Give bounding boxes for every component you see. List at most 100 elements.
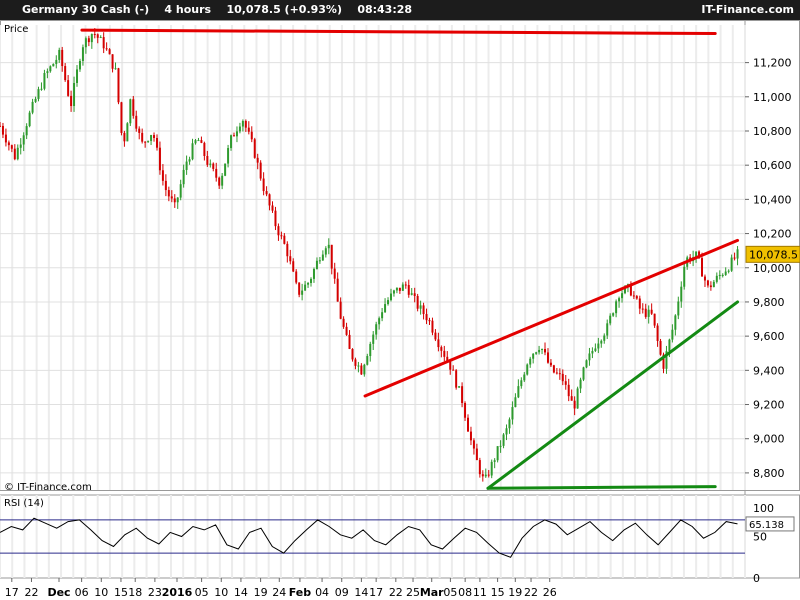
candle-body bbox=[437, 339, 440, 348]
x-tick-label: 04 bbox=[315, 586, 329, 599]
x-tick-label: 06 bbox=[75, 586, 89, 599]
candle-body bbox=[16, 147, 19, 160]
candle-body bbox=[348, 334, 351, 349]
candle-body bbox=[250, 131, 253, 140]
rsi-panel-title: RSI (14) bbox=[4, 498, 44, 509]
x-tick-label: Mar bbox=[420, 586, 444, 599]
candle-body bbox=[200, 140, 203, 143]
rsi-panel[interactable]: 0 50 100 65.138 bbox=[0, 494, 800, 585]
candle-body bbox=[532, 353, 535, 359]
candle-body bbox=[588, 353, 591, 361]
candle-body bbox=[7, 142, 10, 146]
x-tick-label: 22 bbox=[524, 586, 538, 599]
price-panel[interactable]: 8,800 9,000 9,200 9,400 9,600 9,800 10,000 10,2… bbox=[0, 20, 800, 578]
price-panel-title: Price bbox=[4, 24, 28, 35]
candle-body bbox=[594, 348, 597, 351]
x-tick-label: 19 bbox=[254, 586, 268, 599]
candle-body bbox=[428, 320, 431, 322]
candle-body bbox=[561, 373, 564, 382]
candle-body bbox=[238, 126, 241, 132]
candle-body bbox=[40, 88, 43, 90]
x-tick-label: 22 bbox=[24, 586, 38, 599]
candle-body bbox=[526, 364, 529, 375]
x-tick-label: 18 bbox=[128, 586, 142, 599]
chart-header: Germany 30 Cash (-) 4 hours 10,078.5 (+0… bbox=[0, 0, 800, 20]
candle-body bbox=[61, 49, 64, 67]
candle-body bbox=[395, 287, 398, 291]
x-tick-label: 11 bbox=[473, 586, 487, 599]
candle-body bbox=[241, 121, 244, 127]
candle-body bbox=[218, 177, 221, 186]
candle-body bbox=[315, 260, 318, 269]
x-tick-label: 17 bbox=[369, 586, 383, 599]
chart-area[interactable]: 8,800 9,000 9,200 9,400 9,600 9,800 10,000 10,2… bbox=[0, 20, 800, 600]
x-tick-label: 10 bbox=[214, 586, 228, 599]
x-tick-label: Dec bbox=[47, 586, 70, 599]
candle-body bbox=[422, 305, 425, 315]
y-tick-label: 11,000 bbox=[753, 91, 792, 104]
candle-body bbox=[0, 125, 1, 127]
y-tick-label: 11,200 bbox=[753, 57, 792, 70]
candle-body bbox=[333, 268, 336, 279]
candle-body bbox=[298, 282, 301, 295]
x-tick-label: 19 bbox=[508, 586, 522, 599]
candle-body bbox=[295, 271, 298, 283]
candle-body bbox=[665, 351, 668, 369]
candle-body bbox=[129, 99, 132, 124]
x-tick-label: 2016 bbox=[162, 586, 193, 599]
candle-body bbox=[345, 326, 348, 335]
candle-body bbox=[176, 197, 179, 203]
x-tick-label: 26 bbox=[543, 586, 557, 599]
candle-body bbox=[469, 431, 472, 441]
candle-body bbox=[84, 38, 87, 48]
candle-body bbox=[25, 126, 28, 136]
candle-body bbox=[730, 257, 733, 271]
candle-body bbox=[443, 350, 446, 357]
candle-body bbox=[67, 80, 70, 96]
candle-body bbox=[576, 388, 579, 409]
rsi-last-label: 65.138 bbox=[749, 520, 784, 531]
candle-body bbox=[464, 403, 467, 418]
candle-body bbox=[600, 340, 603, 344]
candle-body bbox=[591, 350, 594, 354]
candle-body bbox=[55, 59, 58, 64]
candle-body bbox=[102, 37, 105, 49]
candle-body bbox=[76, 69, 79, 84]
candle-body bbox=[324, 248, 327, 255]
last-price-label: 10,078.5 bbox=[749, 248, 798, 261]
candle-body bbox=[327, 244, 330, 249]
candle-body bbox=[342, 318, 345, 327]
candle-body bbox=[425, 314, 428, 321]
candle-body bbox=[650, 309, 653, 314]
candle-body bbox=[635, 296, 638, 299]
candle-body bbox=[401, 284, 404, 291]
candle-body bbox=[659, 340, 662, 355]
resistance-trendline bbox=[80, 28, 717, 36]
candle-body bbox=[546, 352, 549, 363]
candle-body bbox=[431, 320, 434, 333]
x-tick-label: 15 bbox=[491, 586, 505, 599]
candle-body bbox=[638, 298, 641, 309]
candle-body bbox=[615, 301, 618, 314]
candle-body bbox=[310, 278, 313, 284]
candle-body bbox=[701, 258, 704, 277]
candle-body bbox=[606, 323, 609, 336]
candle-body bbox=[715, 275, 718, 282]
candle-body bbox=[318, 260, 321, 262]
candle-body bbox=[70, 95, 73, 107]
rsi-line bbox=[0, 517, 738, 558]
candle-body bbox=[570, 396, 573, 401]
candle-body bbox=[544, 349, 547, 353]
candle-body bbox=[259, 162, 262, 179]
candle-body bbox=[644, 308, 647, 317]
candle-body bbox=[108, 49, 111, 55]
candle-body bbox=[81, 47, 84, 61]
candle-body bbox=[153, 135, 156, 138]
candle-body bbox=[733, 257, 736, 259]
candle-body bbox=[52, 63, 55, 67]
candle-body bbox=[330, 244, 333, 269]
candle-body bbox=[484, 474, 487, 477]
candle-body bbox=[517, 386, 520, 398]
x-tick-label: 14 bbox=[354, 586, 368, 599]
candle-body bbox=[612, 313, 615, 316]
